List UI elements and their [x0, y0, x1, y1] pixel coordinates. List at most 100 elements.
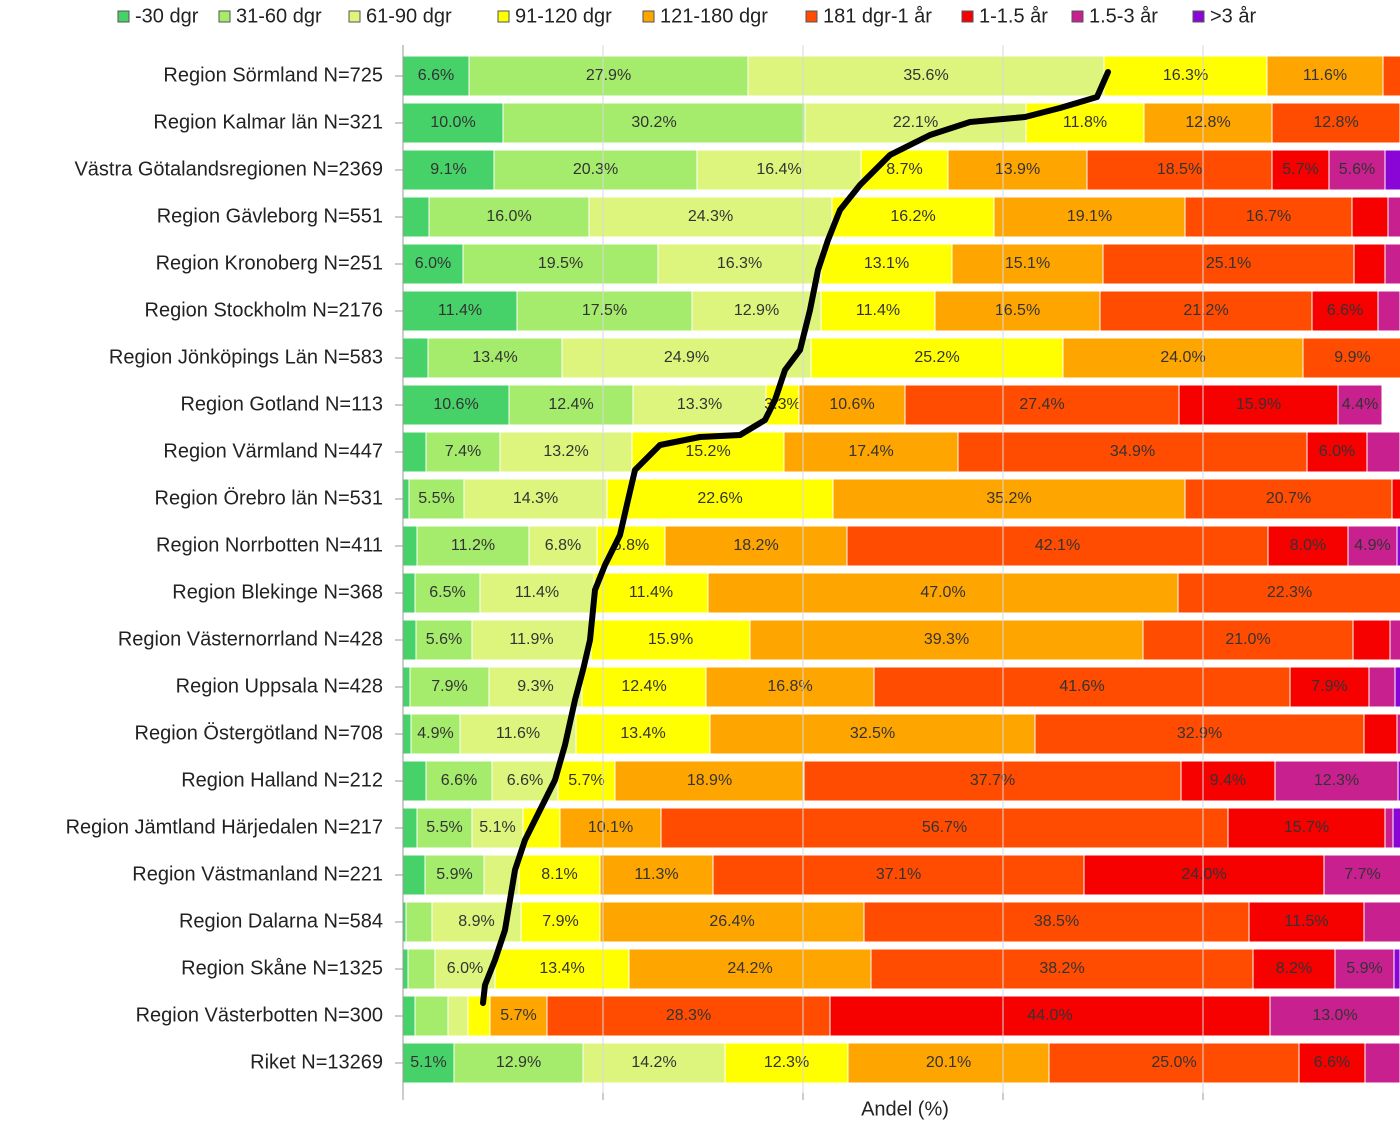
bar-segment — [582, 1042, 726, 1084]
legend-label: 121-180 dgr — [660, 5, 768, 27]
bar-segment — [1180, 760, 1276, 802]
bar-segment — [590, 619, 751, 661]
data-label: 6.0% — [1319, 443, 1355, 460]
y-tick-label: Region Jönköpings Län N=583 — [109, 346, 383, 368]
data-label: 16.4% — [756, 161, 801, 178]
bar-segment — [1328, 149, 1386, 191]
bar-segment — [863, 901, 1250, 943]
data-label: 38.5% — [1034, 913, 1079, 930]
data-label: 18.5% — [1157, 161, 1202, 178]
data-label: 9.4% — [1210, 772, 1246, 789]
data-label: 15.9% — [1236, 396, 1281, 413]
bar-segment — [453, 1042, 584, 1084]
data-label: 25.2% — [914, 349, 959, 366]
data-label: 6.8% — [613, 537, 649, 554]
legend-label: -30 dgr — [135, 5, 199, 27]
data-label: 12.4% — [621, 678, 666, 695]
bar-segment — [1396, 713, 1400, 755]
bar-segment — [593, 572, 709, 614]
bar-segment — [489, 995, 548, 1037]
bar-segment — [1363, 713, 1398, 755]
data-label: 7.9% — [542, 913, 578, 930]
bar-segment — [1368, 666, 1396, 708]
data-label: 18.9% — [687, 772, 732, 789]
data-label: 24.3% — [688, 208, 733, 225]
y-tick-label: Region Östergötland N=708 — [135, 722, 384, 744]
bar-segment — [951, 243, 1104, 285]
data-label: 10.6% — [433, 396, 478, 413]
data-label: 22.6% — [697, 490, 742, 507]
data-label: 14.2% — [631, 1054, 676, 1071]
bar-segment — [1274, 760, 1399, 802]
bar-segment — [428, 196, 590, 238]
bar-segment — [664, 525, 848, 567]
bar-segment — [1142, 619, 1354, 661]
bar-segment — [516, 290, 693, 332]
bar-segment — [493, 149, 698, 191]
bar-segment — [691, 290, 822, 332]
data-label: 30.2% — [631, 114, 676, 131]
bar-segment — [508, 384, 634, 426]
data-label: 9.1% — [430, 161, 466, 178]
y-tick-label: Region Dalarna N=584 — [179, 910, 383, 932]
y-tick-label: Region Värmland N=447 — [163, 440, 383, 462]
data-label: 10.6% — [829, 396, 874, 413]
bar-segment — [847, 1042, 1050, 1084]
y-tick-label: Västra Götalandsregionen N=2369 — [74, 158, 383, 180]
legend-swatch — [1192, 10, 1205, 23]
data-label: 19.5% — [538, 255, 583, 272]
bar-segment — [870, 948, 1254, 990]
legend-label: >3 år — [1210, 5, 1256, 27]
bar-segment — [1103, 55, 1268, 97]
legend-swatch — [1071, 10, 1084, 23]
data-label: 35.2% — [986, 490, 1031, 507]
legend-swatch — [117, 10, 130, 23]
bar-segment — [1363, 901, 1400, 943]
data-label: 20.3% — [573, 161, 618, 178]
data-label: 26.4% — [709, 913, 754, 930]
bar-segment — [502, 102, 806, 144]
data-label: 11.4% — [629, 584, 673, 601]
y-tick-label: Region Halland N=212 — [181, 769, 383, 791]
data-label: 15.9% — [648, 631, 693, 648]
data-label: 14.3% — [513, 490, 558, 507]
bar-segment — [402, 243, 464, 285]
data-label: 13.9% — [995, 161, 1040, 178]
data-label: 5.1% — [479, 819, 515, 836]
bar-segment — [499, 431, 633, 473]
legend-swatch — [961, 10, 974, 23]
x-axis-label: Andel (%) — [861, 1098, 949, 1120]
bar-segment — [1351, 196, 1389, 238]
bar-segment — [402, 196, 430, 238]
y-tick-label: Region Sörmland N=725 — [163, 64, 383, 86]
data-label: 10.1% — [588, 819, 633, 836]
data-label: 11.8% — [1063, 114, 1107, 131]
data-label: 12.4% — [548, 396, 593, 413]
data-label: 56.7% — [922, 819, 967, 836]
bar-segment — [803, 760, 1182, 802]
bar-segment — [416, 525, 530, 567]
data-label: 11.6% — [496, 725, 540, 742]
data-label: 6.8% — [545, 537, 581, 554]
data-label: 13.1% — [864, 255, 909, 272]
data-label: 17.4% — [848, 443, 893, 460]
data-label: 12.8% — [1185, 114, 1230, 131]
bar-segment — [1178, 384, 1339, 426]
data-label: 13.3% — [677, 396, 722, 413]
bar-segment — [402, 807, 418, 849]
bar-segment — [934, 290, 1101, 332]
data-label: 5.5% — [426, 819, 462, 836]
bar-segment — [1177, 572, 1400, 614]
bar-segment — [468, 55, 749, 97]
y-tick-label: Region Kalmar län N=321 — [153, 111, 383, 133]
bar-segment — [1248, 901, 1365, 943]
data-label: 6.6% — [507, 772, 543, 789]
bar-segment — [749, 619, 1144, 661]
bar-segment — [829, 995, 1271, 1037]
y-tick-label: Region Västerbotten N=300 — [136, 1004, 383, 1026]
data-label: 15.7% — [1284, 819, 1329, 836]
data-label: 16.7% — [1246, 208, 1291, 225]
bar-segment — [479, 572, 595, 614]
y-tick-label: Region Uppsala N=428 — [176, 675, 383, 697]
bar-segment — [1266, 55, 1384, 97]
